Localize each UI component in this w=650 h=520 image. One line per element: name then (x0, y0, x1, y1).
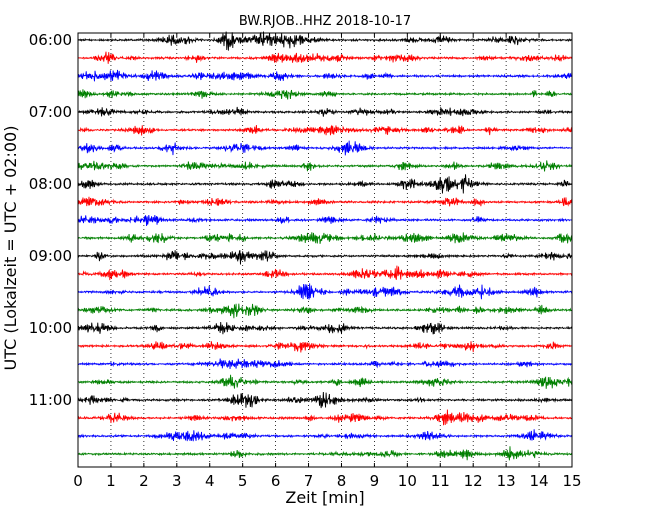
trace-line (77, 409, 573, 426)
trace-line (77, 160, 573, 172)
trace-line (77, 341, 573, 353)
trace-line (77, 89, 573, 100)
trace-line (77, 232, 573, 244)
x-tick-label: 9 (370, 472, 380, 490)
y-tick-label: 10:00 (29, 319, 72, 337)
y-tick-label: 09:00 (29, 247, 72, 265)
x-tick-label: 1 (106, 472, 116, 490)
trace-line (77, 429, 573, 442)
trace-line (77, 69, 573, 82)
trace-line (77, 140, 573, 156)
trace-line (77, 446, 573, 461)
x-tick-label: 4 (205, 472, 215, 490)
x-tick-label: 0 (73, 472, 83, 490)
y-axis-ticks: 06:00 07:00 08:00 09:00 10:00 11:00 (29, 31, 572, 409)
trace-line (77, 214, 573, 226)
trace-line (77, 174, 573, 194)
y-tick-label: 11:00 (29, 391, 72, 409)
y-tick-label: 06:00 (29, 31, 72, 49)
trace-line (77, 31, 573, 51)
trace-line (77, 250, 573, 265)
x-tick-label: 8 (337, 472, 347, 490)
x-tick-label: 2 (139, 472, 149, 490)
trace-line (77, 51, 573, 64)
trace-line (77, 196, 573, 207)
x-tick-label: 7 (304, 472, 314, 490)
y-tick-label: 07:00 (29, 103, 72, 121)
x-tick-label: 6 (271, 472, 281, 490)
trace-line (77, 106, 573, 117)
x-axis-ticks: 0 1 2 3 4 5 6 7 8 9 10 11 12 13 14 15 (73, 33, 582, 490)
trace-line (77, 124, 573, 136)
trace-line (77, 265, 573, 281)
x-tick-label: 11 (431, 472, 450, 490)
x-tick-label: 3 (172, 472, 182, 490)
plot-frame (77, 32, 573, 468)
seismogram-traces (77, 31, 573, 461)
trace-line (77, 303, 573, 319)
x-tick-label: 5 (238, 472, 248, 490)
x-tick-label: 13 (497, 472, 516, 490)
trace-line (77, 391, 573, 409)
trace-line (77, 358, 573, 370)
grid-lines (110, 33, 540, 467)
trace-line (77, 283, 573, 300)
y-tick-label: 08:00 (29, 175, 72, 193)
x-tick-label: 14 (530, 472, 549, 490)
trace-line (77, 321, 573, 335)
x-tick-label: 10 (398, 472, 417, 490)
x-axis-label: Zeit [min] (285, 488, 364, 507)
x-tick-label: 12 (464, 472, 483, 490)
chart-title: BW.RJOB..HHZ 2018-10-17 (239, 14, 411, 29)
trace-line (77, 374, 573, 389)
x-tick-label: 15 (562, 472, 581, 490)
y-axis-label: UTC (Lokalzeit = UTC + 02:00) (1, 126, 20, 371)
